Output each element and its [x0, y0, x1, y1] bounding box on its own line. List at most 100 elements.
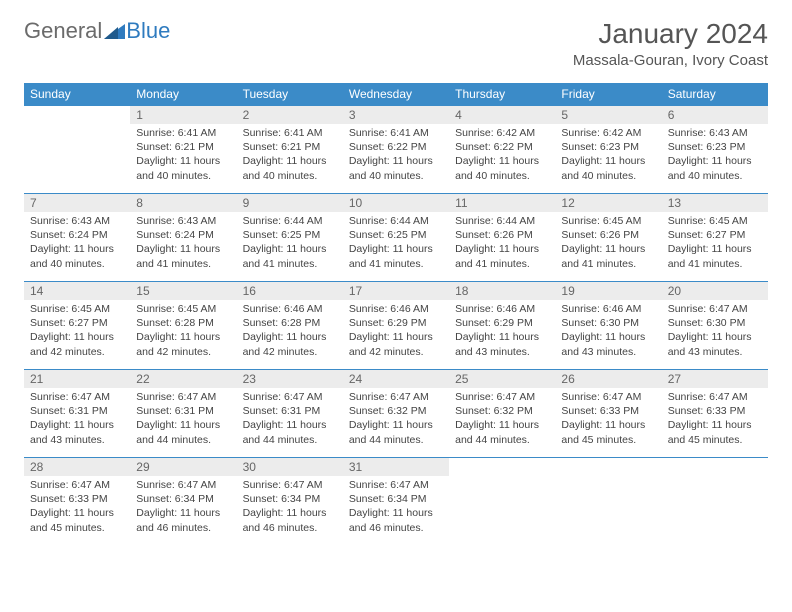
day-number: 26: [555, 370, 661, 388]
day-body: Sunrise: 6:47 AMSunset: 6:33 PMDaylight:…: [555, 388, 661, 451]
sunset-line: Sunset: 6:24 PM: [30, 229, 108, 241]
day-number: 30: [237, 458, 343, 476]
daylight-line: Daylight: 11 hours and 41 minutes.: [136, 243, 220, 269]
calendar-day: [555, 458, 661, 546]
day-number: 17: [343, 282, 449, 300]
sunrise-line: Sunrise: 6:43 AM: [30, 215, 110, 227]
day-body: Sunrise: 6:47 AMSunset: 6:33 PMDaylight:…: [662, 388, 768, 451]
sunrise-line: Sunrise: 6:47 AM: [455, 391, 535, 403]
title-block: January 2024 Massala-Gouran, Ivory Coast: [573, 18, 768, 69]
weekday-header: Monday: [130, 83, 236, 106]
day-body: Sunrise: 6:46 AMSunset: 6:30 PMDaylight:…: [555, 300, 661, 363]
calendar-day: 27Sunrise: 6:47 AMSunset: 6:33 PMDayligh…: [662, 370, 768, 458]
daylight-line: Daylight: 11 hours and 41 minutes.: [455, 243, 539, 269]
day-body: Sunrise: 6:43 AMSunset: 6:24 PMDaylight:…: [130, 212, 236, 275]
sunrise-line: Sunrise: 6:41 AM: [349, 127, 429, 139]
sunrise-line: Sunrise: 6:47 AM: [136, 479, 216, 491]
sunset-line: Sunset: 6:21 PM: [136, 141, 214, 153]
sunrise-line: Sunrise: 6:44 AM: [455, 215, 535, 227]
day-number: 21: [24, 370, 130, 388]
sunset-line: Sunset: 6:22 PM: [455, 141, 533, 153]
calendar-day: 19Sunrise: 6:46 AMSunset: 6:30 PMDayligh…: [555, 282, 661, 370]
daylight-line: Daylight: 11 hours and 44 minutes.: [349, 419, 433, 445]
day-body: Sunrise: 6:41 AM Sunset: 6:22 PM Daylight:…: [343, 124, 449, 187]
page-title: January 2024: [573, 18, 768, 50]
sunset-line: Sunset: 6:23 PM: [561, 141, 639, 153]
calendar-day: 4Sunrise: 6:42 AMSunset: 6:22 PMDaylight…: [449, 106, 555, 194]
sunrise-line: Sunrise: 6:47 AM: [349, 391, 429, 403]
calendar-week: 28Sunrise: 6:47 AMSunset: 6:33 PMDayligh…: [24, 458, 768, 546]
sunset-line: Sunset: 6:34 PM: [136, 493, 214, 505]
calendar-day: 13Sunrise: 6:45 AMSunset: 6:27 PMDayligh…: [662, 194, 768, 282]
daylight-line: Daylight: 11 hours and 42 minutes.: [30, 331, 114, 357]
sunrise-line: Sunrise: 6:47 AM: [668, 303, 748, 315]
day-number: 23: [237, 370, 343, 388]
sunrise-line: Sunrise: 6:44 AM: [243, 215, 323, 227]
calendar-day: 30 Sunrise: 6:47 AM Sunset: 6:34 PM Dayligh…: [237, 458, 343, 546]
sunset-line: Sunset: 6:32 PM: [455, 405, 533, 417]
daylight-line: Daylight: 11 hours and 41 minutes.: [668, 243, 752, 269]
day-body: Sunrise: 6:47 AM Sunset: 6:34 PM Daylight:…: [237, 476, 343, 539]
sunrise-line: Sunrise: 6:46 AM: [243, 303, 323, 315]
sunrise-line: Sunrise: 6:47 AM: [30, 391, 110, 403]
daylight-line: Daylight: 11 hours and 43 minutes.: [561, 331, 645, 357]
calendar-day: 20Sunrise: 6:47 AMSunset: 6:30 PMDayligh…: [662, 282, 768, 370]
weekday-header: Friday: [555, 83, 661, 106]
sunset-line: Sunset: 6:34 PM: [243, 493, 321, 505]
day-body: Sunrise: 6:45 AMSunset: 6:27 PMDaylight:…: [662, 212, 768, 275]
daylight-line: Daylight: 11 hours and 44 minutes.: [455, 419, 539, 445]
sunset-line: Sunset: 6:29 PM: [455, 317, 533, 329]
calendar-day: 12Sunrise: 6:45 AMSunset: 6:26 PMDayligh…: [555, 194, 661, 282]
calendar-day: 14Sunrise: 6:45 AMSunset: 6:27 PMDayligh…: [24, 282, 130, 370]
daylight-line: Daylight: 11 hours and 44 minutes.: [243, 419, 327, 445]
sunset-line: Sunset: 6:26 PM: [561, 229, 639, 241]
daylight-line: Daylight: 11 hours and 45 minutes.: [561, 419, 645, 445]
sunset-line: Sunset: 6:33 PM: [30, 493, 108, 505]
sunset-line: Sunset: 6:22 PM: [349, 141, 427, 153]
calendar-day: 18Sunrise: 6:46 AMSunset: 6:29 PMDayligh…: [449, 282, 555, 370]
daylight-line: Daylight: 11 hours and 40 minutes.: [349, 155, 433, 181]
day-number: 25: [449, 370, 555, 388]
sunset-line: Sunset: 6:21 PM: [243, 141, 321, 153]
day-body: Sunrise: 6:47 AMSunset: 6:33 PMDaylight:…: [24, 476, 130, 539]
calendar-day: 22Sunrise: 6:47 AMSunset: 6:31 PMDayligh…: [130, 370, 236, 458]
calendar-day: 3Sunrise: 6:41 AMSunset: 6:22 PMDaylight…: [343, 106, 449, 194]
sunrise-line: Sunrise: 6:44 AM: [349, 215, 429, 227]
calendar-week: 14Sunrise: 6:45 AMSunset: 6:27 PMDayligh…: [24, 282, 768, 370]
sunrise-line: Sunrise: 6:43 AM: [136, 215, 216, 227]
calendar-day: 24Sunrise: 6:47 AMSunset: 6:32 PMDayligh…: [343, 370, 449, 458]
day-body: Sunrise: 6:46 AMSunset: 6:28 PMDaylight:…: [237, 300, 343, 363]
calendar-week: 7Sunrise: 6:43 AMSunset: 6:24 PMDaylight…: [24, 194, 768, 282]
day-number: 13: [662, 194, 768, 212]
sunrise-line: Sunrise: 6:47 AM: [243, 479, 323, 491]
weekday-header: Thursday: [449, 83, 555, 106]
daylight-line: Daylight: 11 hours and 42 minutes.: [136, 331, 220, 357]
calendar-day: 23Sunrise: 6:47 AMSunset: 6:31 PMDayligh…: [237, 370, 343, 458]
day-number: 4: [449, 106, 555, 124]
day-number: 9: [237, 194, 343, 212]
day-number: 12: [555, 194, 661, 212]
daylight-line: Daylight: 11 hours and 40 minutes.: [561, 155, 645, 181]
daylight-line: Daylight: 11 hours and 43 minutes.: [455, 331, 539, 357]
daylight-line: Daylight: 11 hours and 40 minutes.: [243, 155, 327, 181]
day-body: Sunrise: 6:43 AMSunset: 6:24 PMDaylight:…: [24, 212, 130, 275]
day-number: 20: [662, 282, 768, 300]
day-number: 19: [555, 282, 661, 300]
sunset-line: Sunset: 6:30 PM: [668, 317, 746, 329]
day-number: 27: [662, 370, 768, 388]
sunset-line: Sunset: 6:34 PM: [349, 493, 427, 505]
sunset-line: Sunset: 6:33 PM: [561, 405, 639, 417]
calendar-day: 29Sunrise: 6:47 AMSunset: 6:34 PMDayligh…: [130, 458, 236, 546]
daylight-line: Daylight: 11 hours and 46 minutes.: [243, 507, 327, 533]
calendar-week: 21Sunrise: 6:47 AMSunset: 6:31 PMDayligh…: [24, 370, 768, 458]
day-body: Sunrise: 6:41 AMSunset: 6:21 PMDaylight:…: [130, 124, 236, 187]
calendar-day: 10Sunrise: 6:44 AMSunset: 6:25 PMDayligh…: [343, 194, 449, 282]
daylight-line: Daylight: 11 hours and 45 minutes.: [30, 507, 114, 533]
calendar-day: [662, 458, 768, 546]
calendar-day: [24, 106, 130, 194]
calendar-day: 6Sunrise: 6:43 AMSunset: 6:23 PMDaylight…: [662, 106, 768, 194]
day-body: Sunrise: 6:44 AMSunset: 6:25 PMDaylight:…: [237, 212, 343, 275]
day-body: Sunrise: 6:42 AMSunset: 6:22 PMDaylight:…: [449, 124, 555, 187]
sunrise-line: Sunrise: 6:47 AM: [349, 479, 429, 491]
logo: General Blue: [24, 18, 170, 44]
